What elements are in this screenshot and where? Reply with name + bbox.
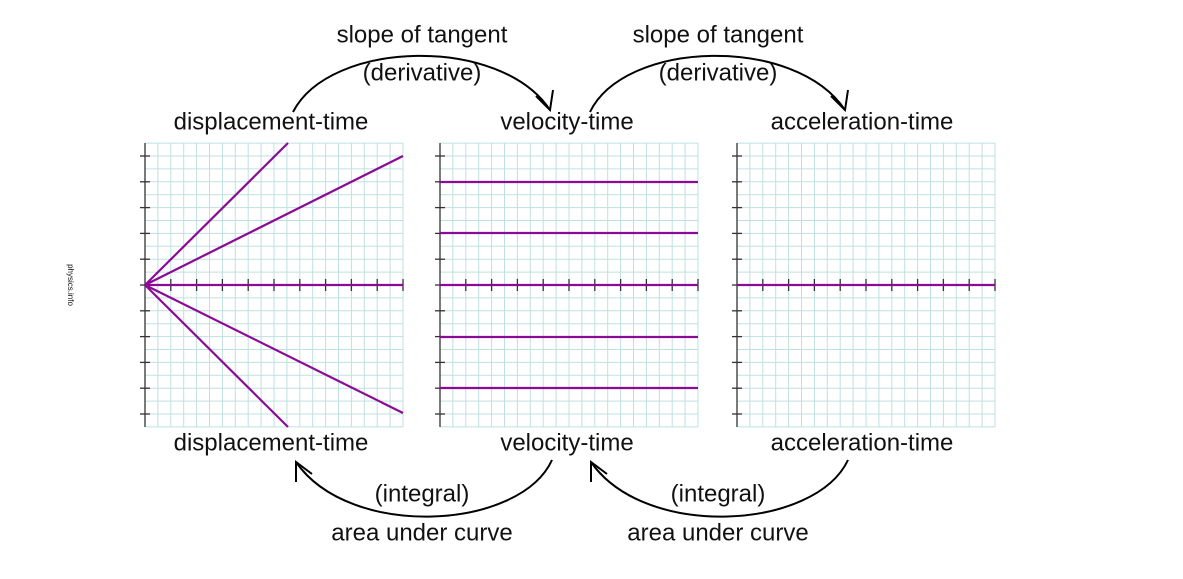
- derivative-arrow: [292, 54, 551, 113]
- graph-label: acceleration-time: [771, 108, 954, 135]
- graph-label: velocity-time: [500, 108, 633, 135]
- arrow-label: slope of tangent: [337, 21, 508, 48]
- plot-line: [144, 284, 289, 428]
- graph-label: velocity-time: [500, 429, 633, 456]
- graphs: [140, 142, 996, 428]
- graph-label: acceleration-time: [771, 429, 954, 456]
- integral-arrow: [590, 459, 849, 518]
- arrow-head: [830, 89, 849, 113]
- arrow-sublabel: area under curve: [627, 519, 808, 546]
- derivative-arrow: [589, 54, 846, 113]
- plot-line: [144, 142, 289, 286]
- plot-line: [144, 284, 404, 414]
- arrow-label: slope of tangent: [633, 21, 804, 48]
- arrow-sublabel: (derivative): [659, 59, 778, 86]
- integral-arrow: [295, 459, 553, 518]
- graph-label: displacement-time: [174, 108, 369, 135]
- arrow-label: (integral): [375, 480, 470, 507]
- arrow-label: (integral): [671, 480, 766, 507]
- graph-label: displacement-time: [174, 429, 369, 456]
- plot-line: [144, 155, 404, 286]
- arrow-sublabel: (derivative): [363, 59, 482, 86]
- arrow-head: [295, 460, 313, 482]
- arrow-sublabel: area under curve: [331, 519, 512, 546]
- arrow-head: [535, 89, 554, 113]
- watermark: physics.info: [66, 264, 75, 306]
- arrow-head: [590, 460, 608, 482]
